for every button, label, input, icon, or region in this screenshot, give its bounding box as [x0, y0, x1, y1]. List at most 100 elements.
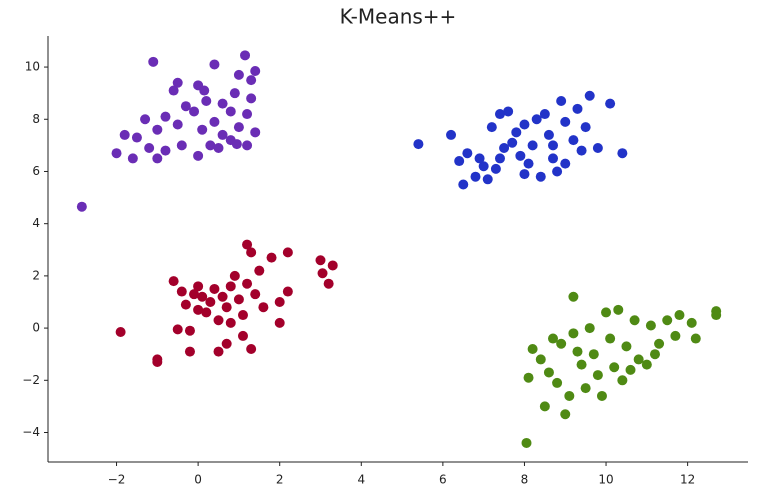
point	[654, 338, 665, 349]
point	[205, 296, 216, 307]
point	[180, 299, 191, 310]
point	[205, 140, 216, 151]
point	[172, 77, 183, 88]
point	[521, 437, 532, 448]
chart-title: K-Means++	[340, 5, 457, 29]
x-tick-label: −2	[108, 473, 126, 487]
point	[229, 270, 240, 281]
point	[641, 359, 652, 370]
point	[458, 179, 469, 190]
point	[560, 116, 571, 127]
point	[556, 338, 567, 349]
point	[462, 148, 473, 159]
point	[470, 171, 481, 182]
point	[511, 127, 522, 138]
y-tick-label: 6	[32, 164, 40, 178]
point	[527, 140, 538, 151]
point	[560, 409, 571, 420]
point	[242, 109, 253, 120]
point	[446, 129, 457, 140]
point	[592, 370, 603, 381]
point	[231, 139, 242, 150]
x-tick-label: 6	[439, 473, 447, 487]
point	[605, 333, 616, 344]
point	[601, 307, 612, 318]
point	[274, 296, 285, 307]
point	[327, 260, 338, 271]
point	[499, 142, 510, 153]
point	[250, 289, 261, 300]
point	[246, 343, 257, 354]
point	[172, 324, 183, 335]
y-tick-label: 2	[32, 268, 40, 282]
y-tick-label: −4	[22, 425, 40, 439]
point	[152, 153, 163, 164]
point	[229, 88, 240, 99]
point	[189, 289, 200, 300]
point	[217, 291, 228, 302]
point	[193, 281, 204, 292]
point	[548, 153, 559, 164]
point	[609, 362, 620, 373]
point	[539, 109, 550, 120]
point	[617, 148, 628, 159]
point	[184, 325, 195, 336]
point	[576, 359, 587, 370]
point	[556, 95, 567, 106]
point	[193, 150, 204, 161]
point	[213, 315, 224, 326]
point	[548, 140, 559, 151]
point	[690, 333, 701, 344]
point	[596, 390, 607, 401]
point	[621, 341, 632, 352]
point	[548, 333, 559, 344]
point	[645, 320, 656, 331]
point	[242, 140, 253, 151]
y-tick-label: 8	[32, 112, 40, 126]
point	[76, 201, 87, 212]
point	[209, 116, 220, 127]
point	[144, 142, 155, 153]
point	[233, 122, 244, 133]
point	[131, 132, 142, 143]
point	[221, 338, 232, 349]
point	[711, 306, 722, 317]
y-tick-label: 0	[32, 321, 40, 335]
point	[258, 302, 269, 313]
point	[317, 268, 328, 279]
point	[213, 346, 224, 357]
point	[250, 65, 261, 76]
point	[176, 140, 187, 151]
point	[584, 323, 595, 334]
point	[315, 255, 326, 266]
point	[670, 330, 681, 341]
point	[160, 111, 171, 122]
point	[629, 315, 640, 326]
x-tick-label: 2	[276, 473, 284, 487]
point	[176, 286, 187, 297]
point	[237, 310, 248, 321]
point	[127, 153, 138, 164]
point	[539, 401, 550, 412]
point	[201, 95, 212, 106]
point	[140, 114, 151, 125]
point	[649, 349, 660, 360]
point	[686, 317, 697, 328]
point	[197, 124, 208, 135]
point	[507, 137, 518, 148]
point	[564, 390, 575, 401]
point	[494, 109, 505, 120]
point	[605, 98, 616, 109]
point	[674, 310, 685, 321]
x-tick-label: 0	[194, 473, 202, 487]
point	[486, 122, 497, 133]
x-tick-label: 12	[680, 473, 695, 487]
point	[213, 142, 224, 153]
y-tick-label: 4	[32, 216, 40, 230]
point	[233, 69, 244, 80]
point	[119, 129, 130, 140]
point	[543, 367, 554, 378]
point	[494, 153, 505, 164]
point	[266, 252, 277, 263]
